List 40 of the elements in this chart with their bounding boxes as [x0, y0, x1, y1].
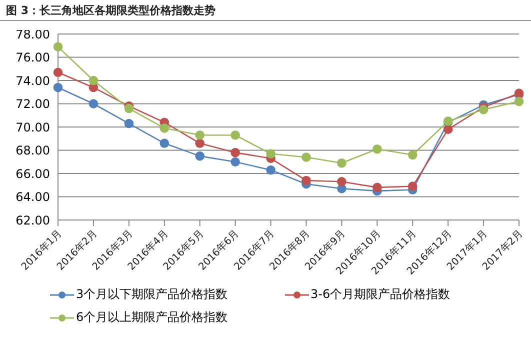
point	[160, 138, 170, 148]
point	[443, 124, 453, 134]
point	[195, 138, 204, 148]
point	[160, 124, 170, 133]
point	[372, 144, 382, 154]
point	[88, 99, 98, 108]
point	[230, 157, 240, 167]
y-tick-label: 62.00	[16, 213, 50, 228]
point	[337, 176, 346, 186]
point	[88, 76, 98, 86]
chart-title: 图 3：长三角地区各期限类型价格指数走势	[6, 3, 216, 18]
y-tick-label: 68.00	[16, 144, 50, 158]
point	[195, 151, 204, 161]
point	[478, 104, 488, 114]
y-tick-label: 72.00	[16, 97, 50, 112]
point	[302, 176, 311, 186]
point	[230, 130, 240, 140]
y-tick-label: 76.00	[16, 50, 50, 65]
point	[195, 130, 204, 140]
point	[408, 182, 418, 191]
point	[230, 148, 240, 158]
point	[372, 182, 382, 192]
legend-label: 3个月以下期限产品价格指数	[76, 286, 228, 303]
point	[337, 158, 346, 168]
point	[514, 96, 524, 106]
point	[124, 104, 134, 114]
y-tick-label: 74.00	[16, 74, 50, 88]
y-tick-label: 66.00	[16, 166, 50, 181]
point	[266, 149, 276, 158]
point	[408, 150, 418, 160]
legend-label: 6个月以上期限产品价格指数	[76, 309, 228, 326]
y-tick-label: 70.00	[16, 120, 50, 134]
point	[53, 82, 63, 92]
y-tick-label: 64.00	[16, 190, 50, 204]
point	[302, 152, 311, 162]
point	[266, 165, 276, 175]
point	[53, 68, 63, 78]
point	[53, 42, 63, 52]
legend-label: 3-6个月期限产品价格指数	[310, 286, 450, 303]
point	[124, 118, 134, 128]
